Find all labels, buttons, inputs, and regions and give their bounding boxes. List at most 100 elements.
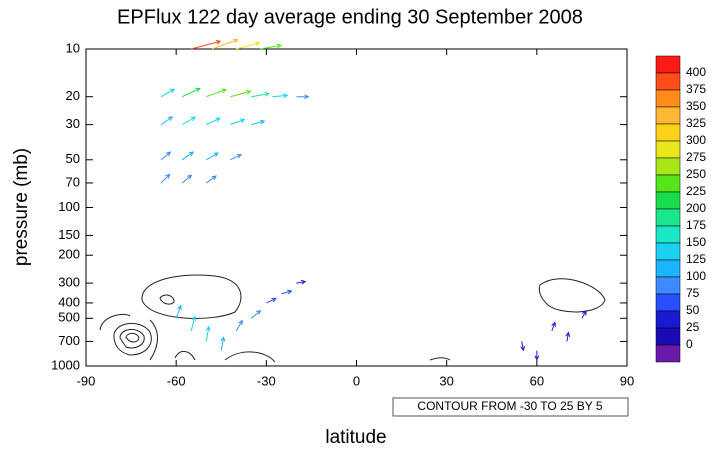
vector-arrow [281, 289, 293, 295]
y-tick-label: 700 [58, 333, 80, 348]
y-tick-label: 1000 [51, 357, 80, 372]
vector-arrow [160, 173, 171, 184]
vector-arrow [191, 39, 222, 50]
plot-frame [85, 48, 628, 367]
vector-arrow [296, 94, 310, 100]
vector-arrow [212, 38, 239, 50]
colorbar-label: 325 [686, 116, 706, 130]
colorbar-box [655, 191, 681, 210]
colorbar-box [655, 55, 681, 74]
colorbar-label: 275 [686, 150, 706, 164]
y-tick-label: 30 [66, 116, 80, 131]
x-tick-label: 60 [530, 373, 544, 388]
vector-arrow [175, 304, 182, 319]
colorbar-box [655, 327, 681, 346]
colorbar-box [655, 242, 681, 261]
vector-arrow [251, 119, 266, 126]
y-tick-label: 500 [58, 310, 80, 325]
colorbar-box [655, 259, 681, 278]
vector-arrow [520, 341, 526, 352]
vector-arrow [251, 91, 271, 98]
vector-arrow [181, 116, 197, 126]
vector-arrow [181, 174, 193, 184]
vector-arrow [565, 331, 571, 342]
colorbar-box [655, 140, 681, 159]
vector-arrow [534, 350, 540, 361]
vector-arrow [181, 87, 201, 98]
vector-arrow [236, 41, 261, 50]
vector-arrow [205, 175, 217, 184]
colorbar-box [655, 157, 681, 176]
vector-arrow [160, 151, 172, 161]
colorbar-label: 350 [686, 99, 706, 113]
vector-arrow [260, 43, 283, 50]
colorbar-box [655, 123, 681, 142]
x-axis-label: latitude [325, 427, 386, 448]
contours [99, 274, 606, 363]
colorbar-label: 175 [686, 218, 706, 232]
colorbar-box [655, 293, 681, 312]
vector-arrow [230, 118, 246, 126]
colorbar-label: 200 [686, 201, 706, 215]
y-tick-label: 200 [58, 247, 80, 262]
y-tick-label: 100 [58, 199, 80, 214]
x-tick-label: 30 [439, 373, 453, 388]
colorbar-box [655, 310, 681, 329]
vector-arrow [296, 279, 307, 285]
y-axis-label: pressure (mb) [11, 148, 32, 266]
y-tick-label: 50 [66, 151, 80, 166]
vector-arrow [205, 152, 219, 161]
x-tick-label: -60 [167, 373, 186, 388]
colorbar-box [655, 174, 681, 193]
colorbar-label: 375 [686, 82, 706, 96]
colorbar-label: 75 [686, 286, 700, 300]
colorbar-label: 250 [686, 167, 706, 181]
vector-arrow [230, 89, 252, 98]
y-tick-label: 10 [66, 40, 80, 55]
y-tick-label: 300 [58, 275, 80, 290]
x-tick-label: 90 [620, 373, 634, 388]
vector-arrow [266, 297, 277, 304]
vector-arrow [220, 336, 226, 351]
vector-arrow [181, 151, 195, 161]
colorbar-label: 300 [686, 133, 706, 147]
x-tick-label: -90 [77, 373, 96, 388]
chart-title: EPFlux 122 day average ending 30 Septemb… [117, 6, 583, 28]
y-tick-label: 400 [58, 294, 80, 309]
colorbar-box [655, 225, 681, 244]
vector-arrow [272, 93, 289, 99]
colorbar-box [655, 72, 681, 91]
y-tick-label: 150 [58, 227, 80, 242]
colorbar-label: 100 [686, 269, 706, 283]
colorbar-label: 125 [686, 252, 706, 266]
colorbar-box [655, 106, 681, 125]
colorbar-box [655, 208, 681, 227]
colorbar-box [655, 344, 681, 363]
colorbar-label: 225 [686, 184, 706, 198]
colorbar-box [655, 276, 681, 295]
y-tick-label: 70 [66, 174, 80, 189]
x-tick-label: 0 [353, 373, 360, 388]
contour-note: CONTOUR FROM -30 TO 25 BY 5 [417, 399, 602, 413]
colorbar-label: 400 [686, 65, 706, 79]
x-tick-label: -30 [257, 373, 276, 388]
colorbar-label: 0 [686, 337, 693, 351]
colorbar-label: 25 [686, 320, 700, 334]
colorbar-box [655, 89, 681, 108]
vector-arrow [250, 309, 262, 319]
vector-arrow [205, 325, 211, 342]
vector-arrow [160, 88, 176, 98]
vector-arrow [206, 117, 221, 126]
vector-arrow [581, 310, 587, 319]
vector-arrow [230, 154, 243, 161]
vector-arrow [235, 319, 243, 332]
vector-arrow [206, 88, 228, 98]
colorbar-label: 150 [686, 235, 706, 249]
note-box [392, 397, 629, 417]
vector-arrow [190, 315, 197, 331]
colorbar-label: 50 [686, 303, 700, 317]
vector-arrow [551, 321, 556, 332]
y-tick-label: 20 [66, 88, 80, 103]
vector-arrow [160, 116, 174, 126]
